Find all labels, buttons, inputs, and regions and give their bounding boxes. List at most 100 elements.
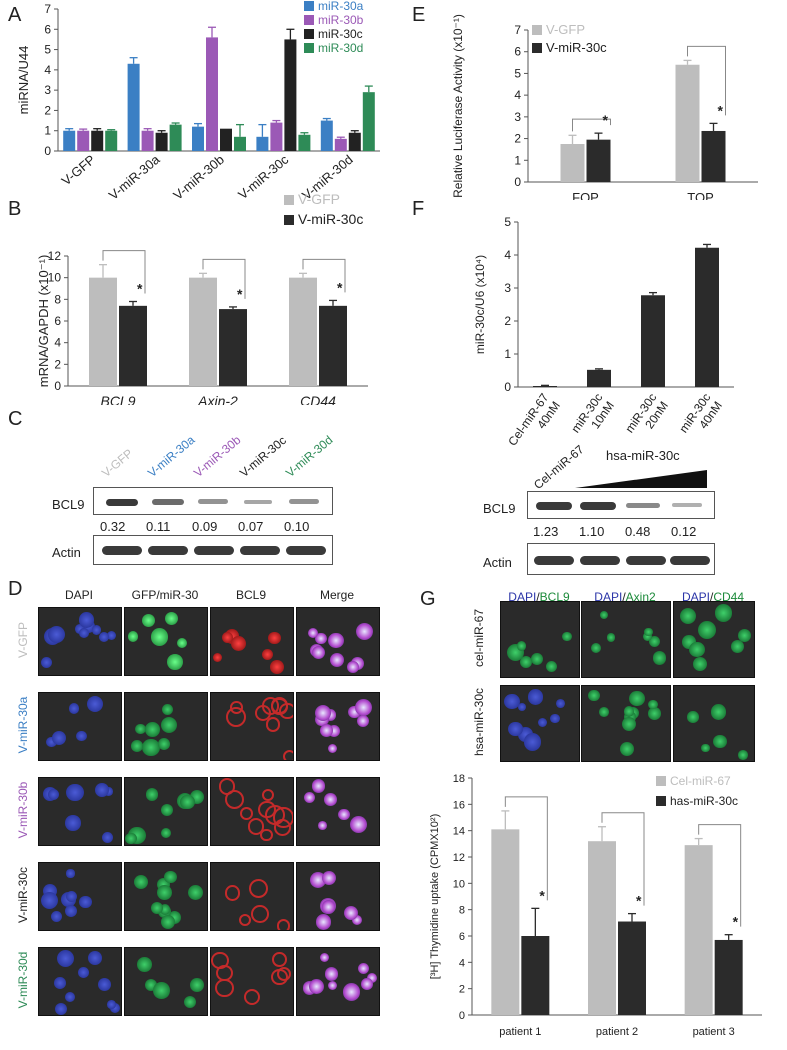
panel-g-column-label: DAPI/Axin2 <box>581 590 669 604</box>
cell-spot <box>125 832 137 845</box>
y-tick-label: 7 <box>44 2 51 16</box>
cell-spot <box>248 878 269 899</box>
micrograph-tile <box>296 692 380 761</box>
cell-spot <box>330 653 345 668</box>
y-tick-label: 3 <box>514 110 521 124</box>
bar <box>105 130 118 151</box>
cell-spot <box>327 981 337 991</box>
cell-spot <box>315 705 332 722</box>
bar <box>714 939 743 1015</box>
legend-label: V-GFP <box>298 191 340 207</box>
cell-spot <box>53 976 66 989</box>
y-axis-label: miR-30c/U6 (x10⁴) <box>473 255 487 354</box>
legend-swatch <box>304 43 314 53</box>
bar <box>298 134 311 151</box>
cell-spot <box>180 794 195 810</box>
bar <box>77 130 90 151</box>
band <box>106 499 138 506</box>
bar <box>701 130 726 182</box>
cell-spot <box>343 983 361 1001</box>
micrograph-tile <box>124 607 208 676</box>
band <box>534 556 574 565</box>
panel-g-row-label: hsa-miR-30c <box>472 687 486 756</box>
blot-c-actin <box>93 535 333 565</box>
y-axis-label: [³H] Thymidine uptake (CPMX10²) <box>429 814 441 979</box>
cell-spot <box>247 818 265 835</box>
panel-label-f: F <box>412 198 425 220</box>
band <box>580 502 616 510</box>
cell-spot <box>327 724 340 737</box>
significance-star: * <box>636 893 642 909</box>
cell-spot <box>87 951 102 965</box>
significance-bracket <box>601 812 645 906</box>
blot-c-bcl9 <box>93 487 333 515</box>
bar <box>348 132 361 151</box>
bar <box>284 39 297 151</box>
y-tick-label: 2 <box>44 103 51 117</box>
bar <box>695 247 719 387</box>
blot-c-bcl9-label: BCL9 <box>52 497 85 512</box>
bar <box>587 369 611 387</box>
y-tick-label: 12 <box>453 852 465 864</box>
bar <box>362 92 375 151</box>
stain-dapi-label: DAPI <box>508 590 537 604</box>
significance-star: * <box>603 112 609 128</box>
cell-spot <box>328 743 338 754</box>
legend-label: V-GFP <box>546 22 585 37</box>
cell-spot <box>190 978 205 992</box>
cell-spot <box>65 815 81 831</box>
cell-spot <box>503 693 520 710</box>
bar <box>256 136 269 151</box>
x-tick-label: patient 1 <box>499 1026 541 1038</box>
x-tick-label: patient 3 <box>693 1026 735 1038</box>
y-axis-label: mRNA/GAPDH (x10⁻¹) <box>36 255 51 388</box>
cell-spot <box>128 631 139 642</box>
cell-spot <box>50 910 63 923</box>
y-tick-label: 4 <box>44 63 51 77</box>
stain-dapi-label: DAPI <box>681 590 710 604</box>
chart-e-luciferase: 0 1 2 3 4 5 6 7 Relative Luciferase Activity (x1… <box>451 14 758 200</box>
significance-bracket <box>202 258 246 299</box>
blot-c2-actin <box>527 543 715 575</box>
micrograph-tile <box>210 777 294 846</box>
panel-label-d: D <box>8 578 23 600</box>
y-tick-label: 2 <box>504 314 511 328</box>
micrograph-tile <box>500 601 580 678</box>
micrograph-tile <box>38 607 122 676</box>
micrograph-tile <box>296 607 380 676</box>
cell-spot <box>161 827 172 838</box>
cell-spot <box>737 629 752 643</box>
bar <box>319 305 347 386</box>
blot-c-lane-label: V-miR-30a <box>145 432 198 480</box>
cell-spot <box>211 952 229 970</box>
bar <box>119 305 147 386</box>
bar <box>684 845 713 1015</box>
cell-spot <box>41 657 53 669</box>
significance-bracket <box>698 824 742 927</box>
micrograph-tile <box>210 607 294 676</box>
cell-spot <box>107 630 117 641</box>
legend-label: miR-30b <box>318 13 364 27</box>
cell-spot <box>40 891 58 909</box>
cell-spot <box>164 870 177 883</box>
legend-swatch <box>304 1 314 11</box>
cell-spot <box>65 904 77 917</box>
cell-spot <box>188 885 204 901</box>
micrograph-tile <box>38 947 122 1016</box>
x-tick-label: Axin-2 <box>197 393 238 405</box>
cell-spot <box>338 808 350 821</box>
cell-spot <box>701 743 710 752</box>
legend-label: has-miR-30c <box>670 794 738 808</box>
cell-spot <box>183 995 197 1009</box>
cell-spot <box>262 789 275 802</box>
bar <box>641 295 665 387</box>
band <box>194 546 234 555</box>
blot-c-quant-value: 0.11 <box>146 519 171 534</box>
cell-spot <box>623 705 635 717</box>
cell-spot <box>167 654 184 670</box>
stain-marker-label: CD44 <box>713 590 745 604</box>
legend-label: V-miR-30c <box>546 40 607 55</box>
bar <box>491 829 520 1015</box>
bar <box>675 64 700 182</box>
panel-d-row-label: V-GFP <box>16 621 30 658</box>
